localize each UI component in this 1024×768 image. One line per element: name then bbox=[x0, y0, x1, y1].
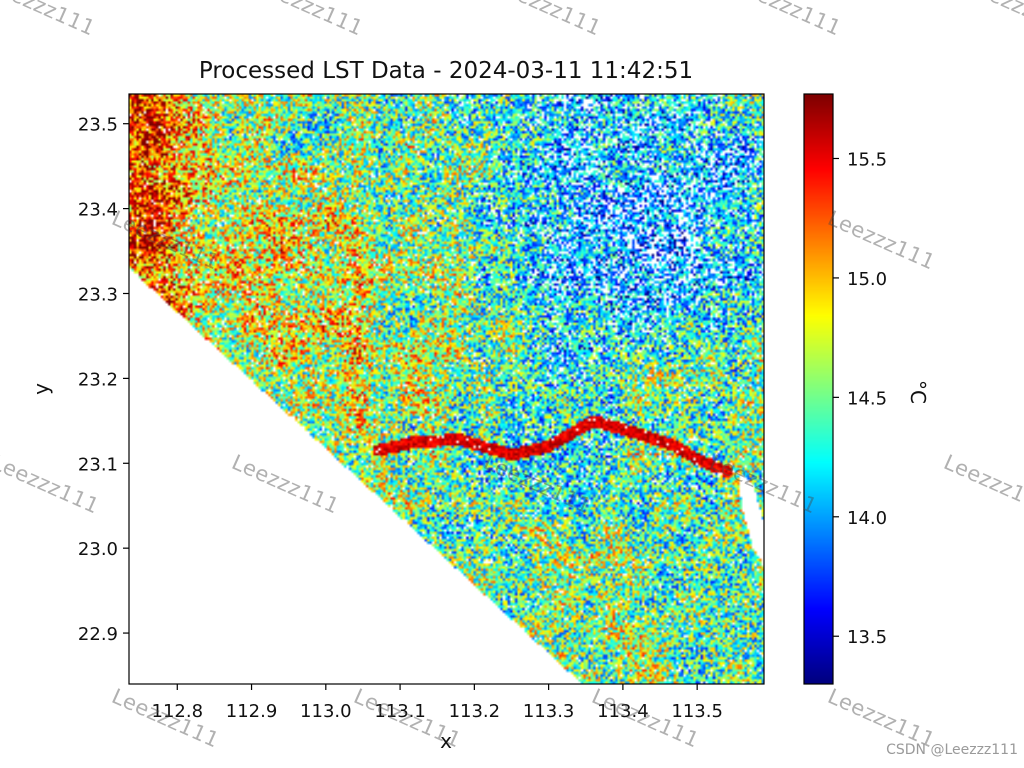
x-tick-label: 113.4 bbox=[597, 701, 649, 722]
colorbar-tick-label: 14.5 bbox=[847, 388, 887, 409]
colorbar-tick-label: 15.5 bbox=[847, 149, 887, 170]
x-tick-label: 112.8 bbox=[152, 701, 204, 722]
y-axis-ticks: 22.9 23.0 23.1 23.2 23.3 23.4 23.5 bbox=[78, 115, 129, 645]
colorbar: 13.5 14.0 14.5 15.0 15.5 bbox=[803, 93, 887, 685]
x-tick-label: 112.9 bbox=[226, 701, 278, 722]
y-tick-label: 23.5 bbox=[78, 115, 118, 136]
y-tick-label: 23.0 bbox=[78, 539, 118, 560]
plot-frame bbox=[128, 93, 765, 685]
y-axis-label: y bbox=[29, 383, 53, 395]
y-tick-label: 22.9 bbox=[78, 624, 118, 645]
chart-title: Processed LST Data - 2024-03-11 11:42:51 bbox=[199, 58, 693, 84]
credit-text: CSDN @Leezzz111 bbox=[886, 742, 1018, 758]
x-axis-label: x bbox=[440, 729, 452, 753]
x-axis-ticks: 112.8 112.9 113.0 113.1 113.2 113.3 113.4 113.5 bbox=[152, 684, 723, 722]
y-tick-label: 23.3 bbox=[78, 284, 118, 305]
x-tick-label: 113.2 bbox=[449, 701, 501, 722]
x-tick-label: 113.5 bbox=[671, 701, 723, 722]
y-tick-label: 23.2 bbox=[78, 369, 118, 390]
plot-area bbox=[128, 93, 765, 685]
lst-heatmap bbox=[129, 94, 764, 684]
x-tick-label: 113.1 bbox=[374, 701, 426, 722]
colorbar-tick-label: 15.0 bbox=[847, 269, 887, 290]
y-tick-label: 23.4 bbox=[78, 200, 118, 221]
colorbar-frame bbox=[803, 93, 834, 685]
colorbar-label: °C bbox=[906, 380, 930, 404]
x-tick-label: 113.0 bbox=[300, 701, 352, 722]
x-tick-label: 113.3 bbox=[523, 701, 575, 722]
y-tick-label: 23.1 bbox=[78, 454, 118, 475]
colorbar-ticks: 13.5 14.0 14.5 15.0 15.5 bbox=[833, 149, 887, 648]
colorbar-gradient bbox=[804, 94, 833, 684]
colorbar-tick-label: 14.0 bbox=[847, 508, 887, 529]
colorbar-tick-label: 13.5 bbox=[847, 627, 887, 648]
